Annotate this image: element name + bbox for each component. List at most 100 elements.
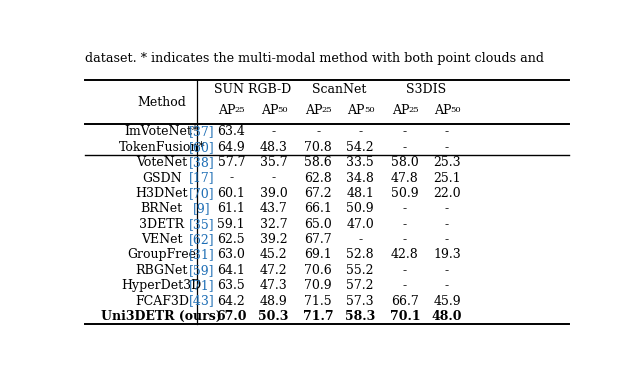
Text: 58.3: 58.3 <box>345 310 376 323</box>
Text: -: - <box>445 264 449 277</box>
Text: AP: AP <box>435 104 452 117</box>
Text: 48.0: 48.0 <box>432 310 462 323</box>
Text: -: - <box>445 125 449 138</box>
Text: BRNet: BRNet <box>141 202 183 215</box>
Text: [59]: [59] <box>189 264 214 277</box>
Text: 22.0: 22.0 <box>433 187 461 200</box>
Text: 50: 50 <box>277 106 288 114</box>
Text: 61.1: 61.1 <box>218 202 245 215</box>
Text: Method: Method <box>138 96 186 109</box>
Text: 48.1: 48.1 <box>346 187 374 200</box>
Text: VoteNet: VoteNet <box>136 156 188 169</box>
Text: -: - <box>271 172 275 185</box>
Text: -: - <box>358 125 362 138</box>
Text: 25: 25 <box>322 106 332 114</box>
Text: [71]: [71] <box>189 279 214 292</box>
Text: -: - <box>271 125 275 138</box>
Text: 25: 25 <box>408 106 419 114</box>
Text: AP: AP <box>392 104 410 117</box>
Text: HyperDet3D: HyperDet3D <box>122 279 202 292</box>
Text: [37]: [37] <box>189 125 214 138</box>
Text: -: - <box>445 279 449 292</box>
Text: 67.2: 67.2 <box>304 187 332 200</box>
Text: AP: AP <box>219 104 236 117</box>
Text: 42.8: 42.8 <box>391 248 419 262</box>
Text: -: - <box>445 141 449 154</box>
Text: 45.9: 45.9 <box>433 295 461 307</box>
Text: 64.1: 64.1 <box>218 264 245 277</box>
Text: 57.3: 57.3 <box>346 295 374 307</box>
Text: 63.5: 63.5 <box>218 279 245 292</box>
Text: S3DIS: S3DIS <box>406 83 446 96</box>
Text: 69.1: 69.1 <box>304 248 332 262</box>
Text: -: - <box>403 264 407 277</box>
Text: SUN RGB-D: SUN RGB-D <box>214 83 291 96</box>
Text: 59.1: 59.1 <box>218 218 245 231</box>
Text: [60]: [60] <box>189 141 214 154</box>
Text: 62.5: 62.5 <box>218 233 245 246</box>
Text: -: - <box>445 233 449 246</box>
Text: -: - <box>445 202 449 215</box>
Text: 54.2: 54.2 <box>346 141 374 154</box>
Text: AP: AP <box>348 104 365 117</box>
Text: 55.2: 55.2 <box>346 264 374 277</box>
Text: FCAF3D: FCAF3D <box>135 295 189 307</box>
Text: -: - <box>316 125 320 138</box>
Text: 3DETR: 3DETR <box>140 218 184 231</box>
Text: 70.6: 70.6 <box>304 264 332 277</box>
Text: [9]: [9] <box>193 202 211 215</box>
Text: [35]: [35] <box>189 218 214 231</box>
Text: -: - <box>403 125 407 138</box>
Text: AP: AP <box>305 104 323 117</box>
Text: -: - <box>445 218 449 231</box>
Text: 70.1: 70.1 <box>390 310 420 323</box>
Text: 63.4: 63.4 <box>218 125 245 138</box>
Text: -: - <box>358 233 362 246</box>
Text: -: - <box>403 141 407 154</box>
Text: 57.2: 57.2 <box>346 279 374 292</box>
Text: TokenFusion*: TokenFusion* <box>118 141 205 154</box>
Text: 43.7: 43.7 <box>260 202 287 215</box>
Text: 50.9: 50.9 <box>346 202 374 215</box>
Text: 64.9: 64.9 <box>218 141 245 154</box>
Text: ScanNet: ScanNet <box>312 83 366 96</box>
Text: 62.8: 62.8 <box>304 172 332 185</box>
Text: 47.0: 47.0 <box>346 218 374 231</box>
Text: [70]: [70] <box>189 187 214 200</box>
Text: 45.2: 45.2 <box>260 248 287 262</box>
Text: H3DNet: H3DNet <box>136 187 188 200</box>
Text: [62]: [62] <box>189 233 214 246</box>
Text: 67.0: 67.0 <box>216 310 246 323</box>
Text: dataset. * indicates the multi-modal method with both point clouds and: dataset. * indicates the multi-modal met… <box>85 51 544 64</box>
Text: 52.8: 52.8 <box>346 248 374 262</box>
Text: 33.5: 33.5 <box>346 156 374 169</box>
Text: [38]: [38] <box>189 156 214 169</box>
Text: -: - <box>229 172 234 185</box>
Text: 34.8: 34.8 <box>346 172 374 185</box>
Text: 64.2: 64.2 <box>218 295 245 307</box>
Text: Uni3DETR (ours): Uni3DETR (ours) <box>102 310 222 323</box>
Text: GroupFree: GroupFree <box>127 248 196 262</box>
Text: 58.6: 58.6 <box>304 156 332 169</box>
Text: 60.1: 60.1 <box>218 187 245 200</box>
Text: 39.0: 39.0 <box>260 187 287 200</box>
Text: 39.2: 39.2 <box>260 233 287 246</box>
Text: 70.8: 70.8 <box>304 141 332 154</box>
Text: 47.8: 47.8 <box>391 172 419 185</box>
Text: 67.7: 67.7 <box>304 233 332 246</box>
Text: [43]: [43] <box>189 295 214 307</box>
Text: -: - <box>403 218 407 231</box>
Text: GSDN: GSDN <box>142 172 182 185</box>
Text: 71.5: 71.5 <box>304 295 332 307</box>
Text: [31]: [31] <box>189 248 214 262</box>
Text: 66.1: 66.1 <box>304 202 332 215</box>
Text: 50.9: 50.9 <box>391 187 419 200</box>
Text: RBGNet: RBGNet <box>136 264 188 277</box>
Text: 47.2: 47.2 <box>260 264 287 277</box>
Text: VENet: VENet <box>141 233 182 246</box>
Text: 71.7: 71.7 <box>303 310 333 323</box>
Text: 63.0: 63.0 <box>218 248 245 262</box>
Text: 32.7: 32.7 <box>260 218 287 231</box>
Text: -: - <box>403 233 407 246</box>
Text: 47.3: 47.3 <box>260 279 287 292</box>
